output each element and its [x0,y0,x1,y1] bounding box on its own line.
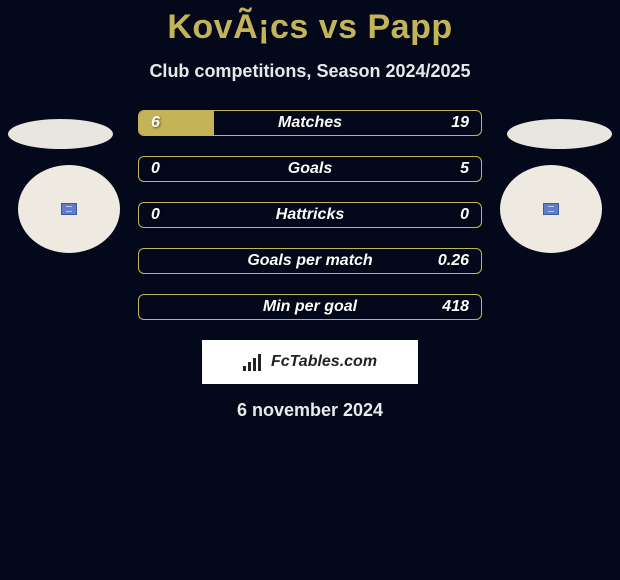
stats-area: 6 Matches 19 0 Goals 5 0 Hattricks 0 Goals per ma… [0,110,620,320]
player-left-badge-large [18,165,120,253]
stat-right-value: 418 [442,295,469,319]
stat-left-value: 6 [151,111,160,135]
crest-placeholder-icon [61,203,77,215]
widget-container: KovÃ¡cs vs Papp Club competitions, Seaso… [0,0,620,580]
stat-bar: Goals per match 0.26 [138,248,482,274]
stat-left-value: 0 [151,203,160,227]
stat-bar: 0 Goals 5 [138,156,482,182]
stat-label: Matches [278,111,342,135]
crest-placeholder-icon [543,203,559,215]
stat-label: Goals [288,157,332,181]
page-title: KovÃ¡cs vs Papp [0,0,620,47]
stat-label: Goals per match [247,249,372,273]
bar-chart-icon [243,353,265,371]
source-logo-card[interactable]: FcTables.com [202,340,418,384]
stat-bar: 6 Matches 19 [138,110,482,136]
stat-right-value: 0 [460,203,469,227]
stat-label: Hattricks [276,203,344,227]
player-right-badge-small [507,119,612,149]
stat-bar: 0 Hattricks 0 [138,202,482,228]
stat-bar: Min per goal 418 [138,294,482,320]
source-logo-text: FcTables.com [271,353,377,371]
stat-right-value: 19 [451,111,469,135]
comparison-bars: 6 Matches 19 0 Goals 5 0 Hattricks 0 Goals per ma… [138,110,482,320]
stat-left-value: 0 [151,157,160,181]
stat-right-value: 5 [460,157,469,181]
stat-label: Min per goal [263,295,357,319]
date-line: 6 november 2024 [0,400,620,421]
player-left-badge-small [8,119,113,149]
player-right-badge-large [500,165,602,253]
subtitle: Club competitions, Season 2024/2025 [0,61,620,82]
stat-right-value: 0.26 [438,249,469,273]
